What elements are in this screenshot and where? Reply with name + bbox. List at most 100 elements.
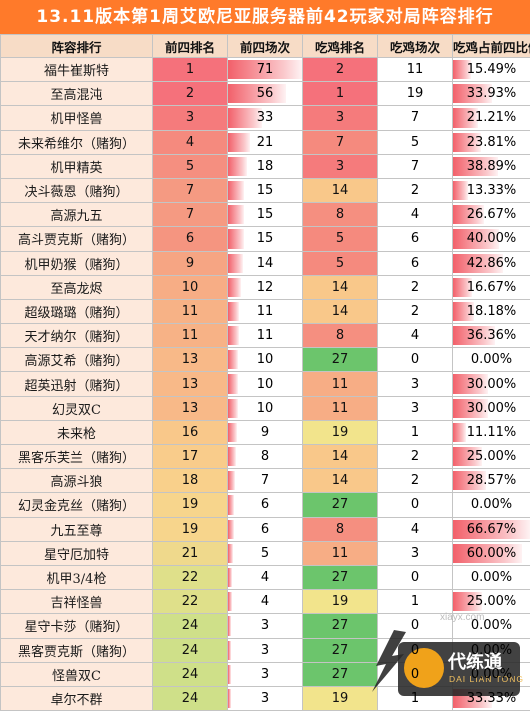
win-ratio-cell: 15.49%: [453, 58, 530, 82]
top4-games-cell-text: 71: [257, 62, 274, 77]
top4-rank-cell-text: 3: [186, 110, 194, 125]
lineup-name-cell: 超级璐璐（赌狗）: [1, 299, 153, 323]
win-ratio-cell: 0.00%: [453, 493, 530, 517]
win-ratio-cell: 26.67%: [453, 203, 530, 227]
win-rank-cell: 8: [303, 324, 378, 348]
top4-games-cell-text: 14: [257, 256, 274, 271]
win-games-cell-text: 19: [407, 86, 424, 101]
top4-rank-cell: 3: [153, 106, 228, 130]
top4-rank-cell: 13: [153, 348, 228, 372]
win-games-cell-text: 0: [411, 667, 419, 682]
win-ratio-bar: [453, 423, 466, 442]
win-ratio-cell: 25.00%: [453, 445, 530, 469]
win-rank-cell: 3: [303, 154, 378, 178]
top4-games-cell: 8: [228, 445, 303, 469]
top4-games-cell: 5: [228, 541, 303, 565]
top4-games-cell-text: 10: [257, 377, 274, 392]
win-rank-cell: 14: [303, 178, 378, 202]
win-rank-cell-text: 27: [332, 618, 349, 633]
lineup-name-cell: 超英迅射（赌狗）: [1, 372, 153, 396]
win-games-cell-text: 7: [411, 110, 419, 125]
lineup-name-cell: 吉祥怪兽: [1, 590, 153, 614]
win-ratio-cell-text: 16.67%: [467, 280, 517, 295]
top4-games-bar: [228, 447, 236, 466]
win-ratio-cell-text: 18.18%: [467, 304, 517, 319]
win-ratio-cell-text: 25.00%: [467, 449, 517, 464]
win-games-cell-text: 0: [411, 352, 419, 367]
win-games-cell-text: 6: [411, 231, 419, 246]
win-rank-cell-text: 19: [332, 594, 349, 609]
top4-rank-cell-text: 19: [182, 522, 199, 537]
top4-rank-cell-text: 6: [186, 231, 194, 246]
top4-games-cell: 21: [228, 130, 303, 154]
top4-games-bar: [228, 423, 237, 442]
win-rank-cell: 5: [303, 251, 378, 275]
lineup-ranking-table: 阵容排行 前四排名 前四场次 吃鸡排名 吃鸡场次 吃鸡占前四比例 福牛崔斯特17…: [0, 34, 530, 711]
top4-games-cell-text: 33: [257, 110, 274, 125]
lineup-name-cell-text: 未来希维尔（赌狗）: [18, 137, 135, 152]
win-ratio-cell-text: 60.00%: [467, 546, 517, 561]
top4-games-bar: [228, 495, 234, 514]
top4-games-bar: [228, 133, 250, 152]
top4-rank-cell: 7: [153, 178, 228, 202]
top4-rank-cell-text: 22: [182, 594, 199, 609]
win-ratio-cell: 21.21%: [453, 106, 530, 130]
top4-rank-cell: 24: [153, 638, 228, 662]
win-games-cell: 5: [378, 130, 453, 154]
top4-games-cell-text: 15: [257, 183, 274, 198]
top4-games-bar: [228, 302, 239, 321]
lineup-name-cell-text: 机甲怪兽: [50, 112, 102, 127]
win-rank-cell: 27: [303, 493, 378, 517]
top4-games-cell: 3: [228, 662, 303, 686]
win-rank-cell-text: 14: [332, 280, 349, 295]
top4-rank-cell: 16: [153, 420, 228, 444]
lineup-name-cell-text: 超英迅射（赌狗）: [24, 379, 128, 394]
lineup-name-cell-text: 福牛崔斯特: [44, 64, 109, 79]
win-games-cell: 0: [378, 348, 453, 372]
lineup-name-cell-text: 幻灵双C: [52, 403, 101, 418]
top4-games-cell: 15: [228, 203, 303, 227]
lineup-name-cell-text: 怪兽双C: [52, 669, 101, 684]
win-rank-cell: 14: [303, 275, 378, 299]
win-rank-cell: 5: [303, 227, 378, 251]
win-games-cell: 2: [378, 299, 453, 323]
win-ratio-cell-text: 42.86%: [467, 256, 517, 271]
top4-rank-cell: 13: [153, 372, 228, 396]
win-games-cell-text: 2: [411, 449, 419, 464]
win-ratio-cell-text: 66.67%: [467, 522, 517, 537]
top4-games-cell-text: 12: [257, 280, 274, 295]
win-games-cell: 1: [378, 590, 453, 614]
lineup-name-cell: 高斗贾克斯（赌狗）: [1, 227, 153, 251]
top4-games-cell: 33: [228, 106, 303, 130]
win-games-cell-text: 6: [411, 256, 419, 271]
top4-games-cell: 10: [228, 372, 303, 396]
top4-games-cell-text: 10: [257, 352, 274, 367]
top4-rank-cell: 6: [153, 227, 228, 251]
win-rank-cell: 27: [303, 565, 378, 589]
win-games-cell-text: 2: [411, 473, 419, 488]
top4-games-bar: [228, 181, 244, 200]
top4-games-cell-text: 3: [261, 691, 269, 706]
top4-games-cell-text: 3: [261, 618, 269, 633]
lineup-name-cell: 黑客乐芙兰（赌狗）: [1, 445, 153, 469]
lineup-name-cell: 决斗薇恩（赌狗）: [1, 178, 153, 202]
top4-games-cell: 10: [228, 348, 303, 372]
win-games-cell: 0: [378, 565, 453, 589]
top4-games-cell: 6: [228, 493, 303, 517]
win-ratio-cell: 38.89%: [453, 154, 530, 178]
win-games-cell-text: 4: [411, 328, 419, 343]
top4-rank-cell-text: 10: [182, 280, 199, 295]
top4-games-cell: 10: [228, 396, 303, 420]
lineup-name-cell-text: 天才纳尔（赌狗）: [24, 330, 128, 345]
top4-rank-cell-text: 2: [186, 86, 194, 101]
lineup-name-cell: 星守卡莎（赌狗）: [1, 614, 153, 638]
win-ratio-cell: 40.00%: [453, 227, 530, 251]
win-ratio-cell-text: 38.89%: [467, 159, 517, 174]
win-rank-cell-text: 8: [336, 328, 344, 343]
